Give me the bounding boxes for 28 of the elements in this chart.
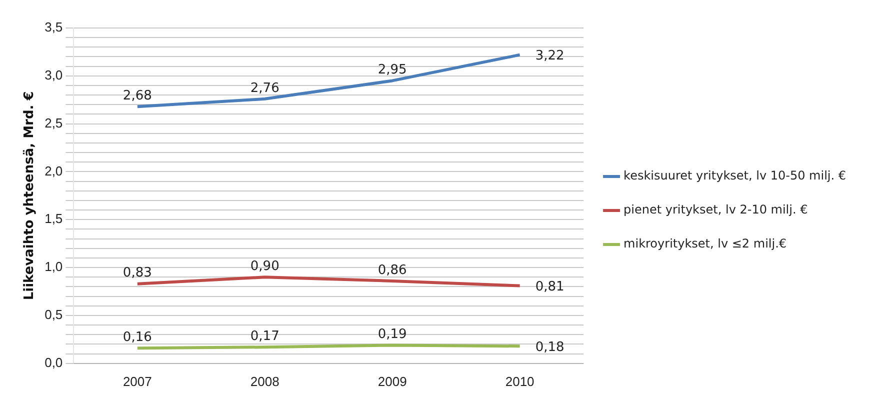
data-label: 0,86 [378, 262, 407, 278]
x-tick-label: 2010 [505, 374, 534, 389]
data-label: 0,16 [122, 330, 152, 345]
legend-label: keskisuuret yritykset, lv 10-50 milj. € [624, 168, 846, 183]
legend-label: pienet yritykset, lv 2-10 milj. € [624, 202, 808, 217]
data-label: 0,19 [378, 327, 407, 342]
data-label: 0,18 [535, 340, 564, 356]
data-label: 0,17 [250, 328, 280, 344]
x-tick-label: 2008 [250, 374, 280, 389]
x-tick-label: 2009 [378, 374, 407, 389]
y-tick-label: 2,5 [44, 115, 63, 130]
y-tick-label: 1,5 [44, 211, 63, 226]
y-axis-title: Liikevaihto yhteensä, Mrd. € [22, 91, 38, 300]
data-label: 3,22 [535, 48, 564, 64]
data-label: 2,76 [250, 80, 280, 96]
y-tick-label: 2,0 [44, 163, 63, 178]
data-label: 2,68 [122, 88, 152, 104]
data-label: 0,83 [122, 266, 152, 281]
data-label: 0,90 [250, 259, 280, 274]
data-label: 0,81 [535, 280, 564, 295]
y-tick-label: 0,5 [44, 307, 63, 322]
x-tick-label: 2007 [122, 374, 152, 389]
legend-label: mikroyritykset, lv ≤2 milj.€ [624, 236, 787, 251]
y-tick-label: 1,0 [44, 259, 63, 274]
y-tick-label: 3,0 [44, 67, 63, 82]
y-tick-label: 3,5 [44, 20, 63, 35]
y-tick-label: 0,0 [44, 354, 63, 370]
data-label: 2,95 [378, 62, 407, 78]
